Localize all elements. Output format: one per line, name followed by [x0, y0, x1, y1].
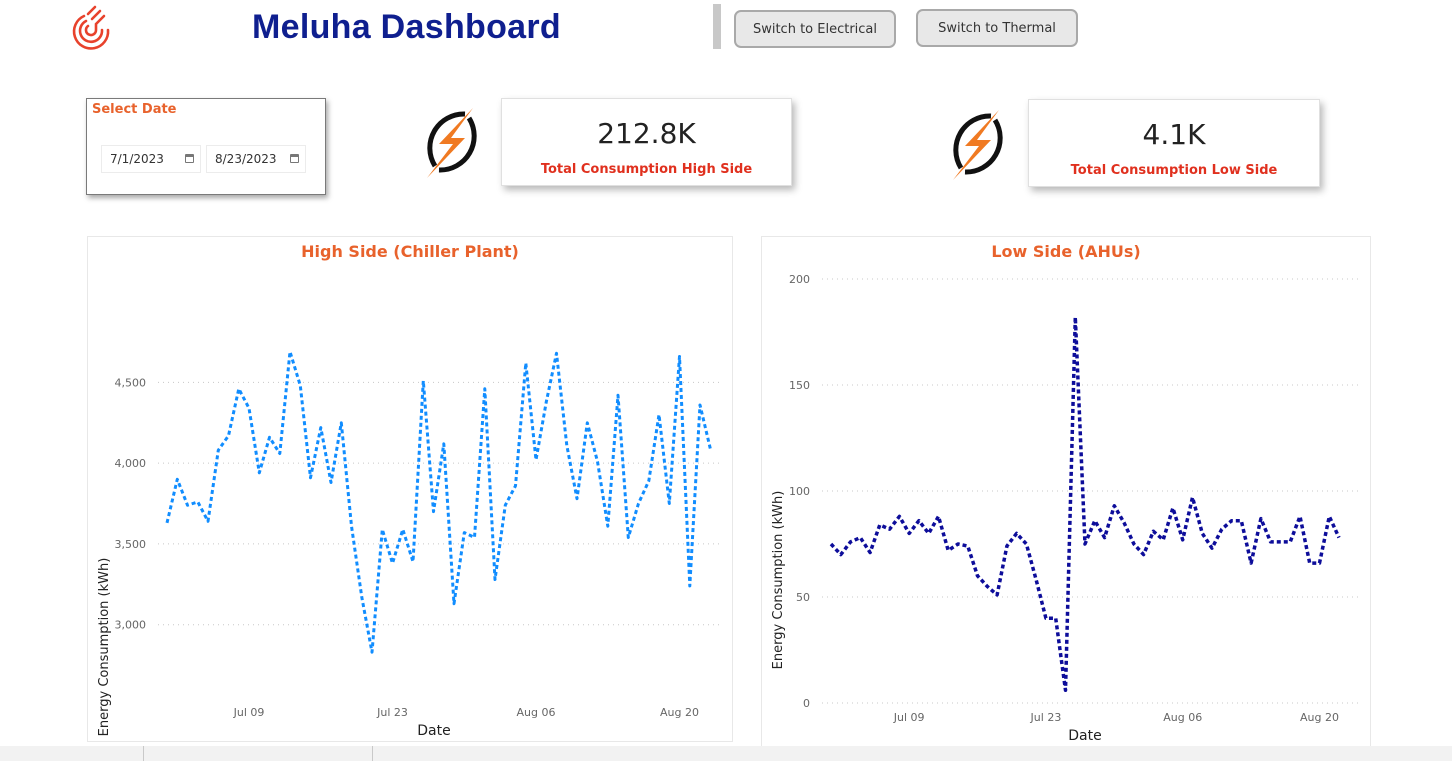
y-tick-label: 50	[796, 591, 810, 604]
footer-divider	[143, 746, 144, 761]
chart-title: Low Side (AHUs)	[991, 242, 1141, 261]
y-tick-label: 150	[789, 379, 810, 392]
x-tick-label: Jul 09	[893, 711, 925, 724]
high-side-chart-panel: High Side (Chiller Plant) 3,000 3,500 4,00…	[87, 236, 733, 742]
flame-logo-icon	[72, 5, 110, 50]
x-axis-label: Date	[1068, 728, 1101, 744]
calendar-icon[interactable]	[290, 154, 299, 163]
y-tick-label: 3,000	[115, 619, 147, 632]
y-tick-label: 4,500	[115, 376, 147, 389]
x-tick-label: Aug 20	[660, 706, 699, 719]
y-axis-label: Energy Consumption (kWh)	[771, 491, 786, 670]
x-tick-label: Aug 06	[1163, 711, 1202, 724]
kpi-caption: Total Consumption High Side	[540, 162, 753, 177]
high-side-line-chart: 3,000 3,500 4,000 4,500 Jul 09 Jul 23 Aug 06 A…	[97, 350, 720, 739]
kpi-value: 212.8K	[597, 117, 696, 150]
page-footer-bar	[0, 746, 1452, 761]
chart-title: High Side (Chiller Plant)	[301, 242, 519, 261]
lightning-bolt-icon	[427, 108, 477, 178]
start-date-value: 7/1/2023	[110, 152, 164, 166]
switch-to-electrical-button[interactable]: Switch to Electrical	[734, 10, 896, 48]
kpi-caption: Total Consumption Low Side	[1070, 163, 1278, 178]
low-side-line-chart: 0 50 100 150 200 Jul 09 Jul 23 Aug 06 Aug 20 Da…	[771, 273, 1358, 744]
start-date-input[interactable]: 7/1/2023	[101, 145, 201, 173]
date-filter-label: Select Date	[92, 102, 177, 117]
page-title: Meluha Dashboard	[252, 8, 561, 46]
low-side-chart-panel: Low Side (AHUs) 0 50 100 150 200 Jul 09 Jul 2…	[761, 236, 1371, 748]
y-tick-label: 4,000	[115, 457, 147, 470]
lightning-bolt-icon	[953, 110, 1003, 180]
switch-to-thermal-button[interactable]: Switch to Thermal	[916, 9, 1078, 47]
y-tick-label: 100	[789, 485, 810, 498]
end-date-value: 8/23/2023	[215, 152, 277, 166]
low-side-series-line	[829, 315, 1341, 693]
kpi-value: 4.1K	[1142, 118, 1206, 151]
x-axis-label: Date	[417, 723, 450, 739]
y-tick-label: 3,500	[115, 538, 147, 551]
kpi-card-low-side: 4.1K Total Consumption Low Side	[1028, 99, 1320, 187]
x-tick-label: Aug 06	[517, 706, 556, 719]
kpi-card-high-side: 212.8K Total Consumption High Side	[501, 98, 792, 186]
calendar-icon[interactable]	[185, 154, 194, 163]
high-side-series-line	[165, 350, 712, 654]
y-tick-label: 200	[789, 273, 810, 286]
x-tick-label: Jul 23	[1030, 711, 1062, 724]
x-tick-label: Jul 09	[233, 706, 265, 719]
end-date-input[interactable]: 8/23/2023	[206, 145, 306, 173]
y-axis-label: Energy Consumption (kWh)	[97, 558, 112, 737]
x-tick-label: Aug 20	[1300, 711, 1339, 724]
date-filter-slicer: Select Date 7/1/2023 8/23/2023	[86, 98, 326, 195]
y-tick-label: 0	[803, 697, 810, 710]
header-divider	[713, 4, 721, 49]
x-tick-label: Jul 23	[376, 706, 408, 719]
footer-divider	[372, 746, 373, 761]
